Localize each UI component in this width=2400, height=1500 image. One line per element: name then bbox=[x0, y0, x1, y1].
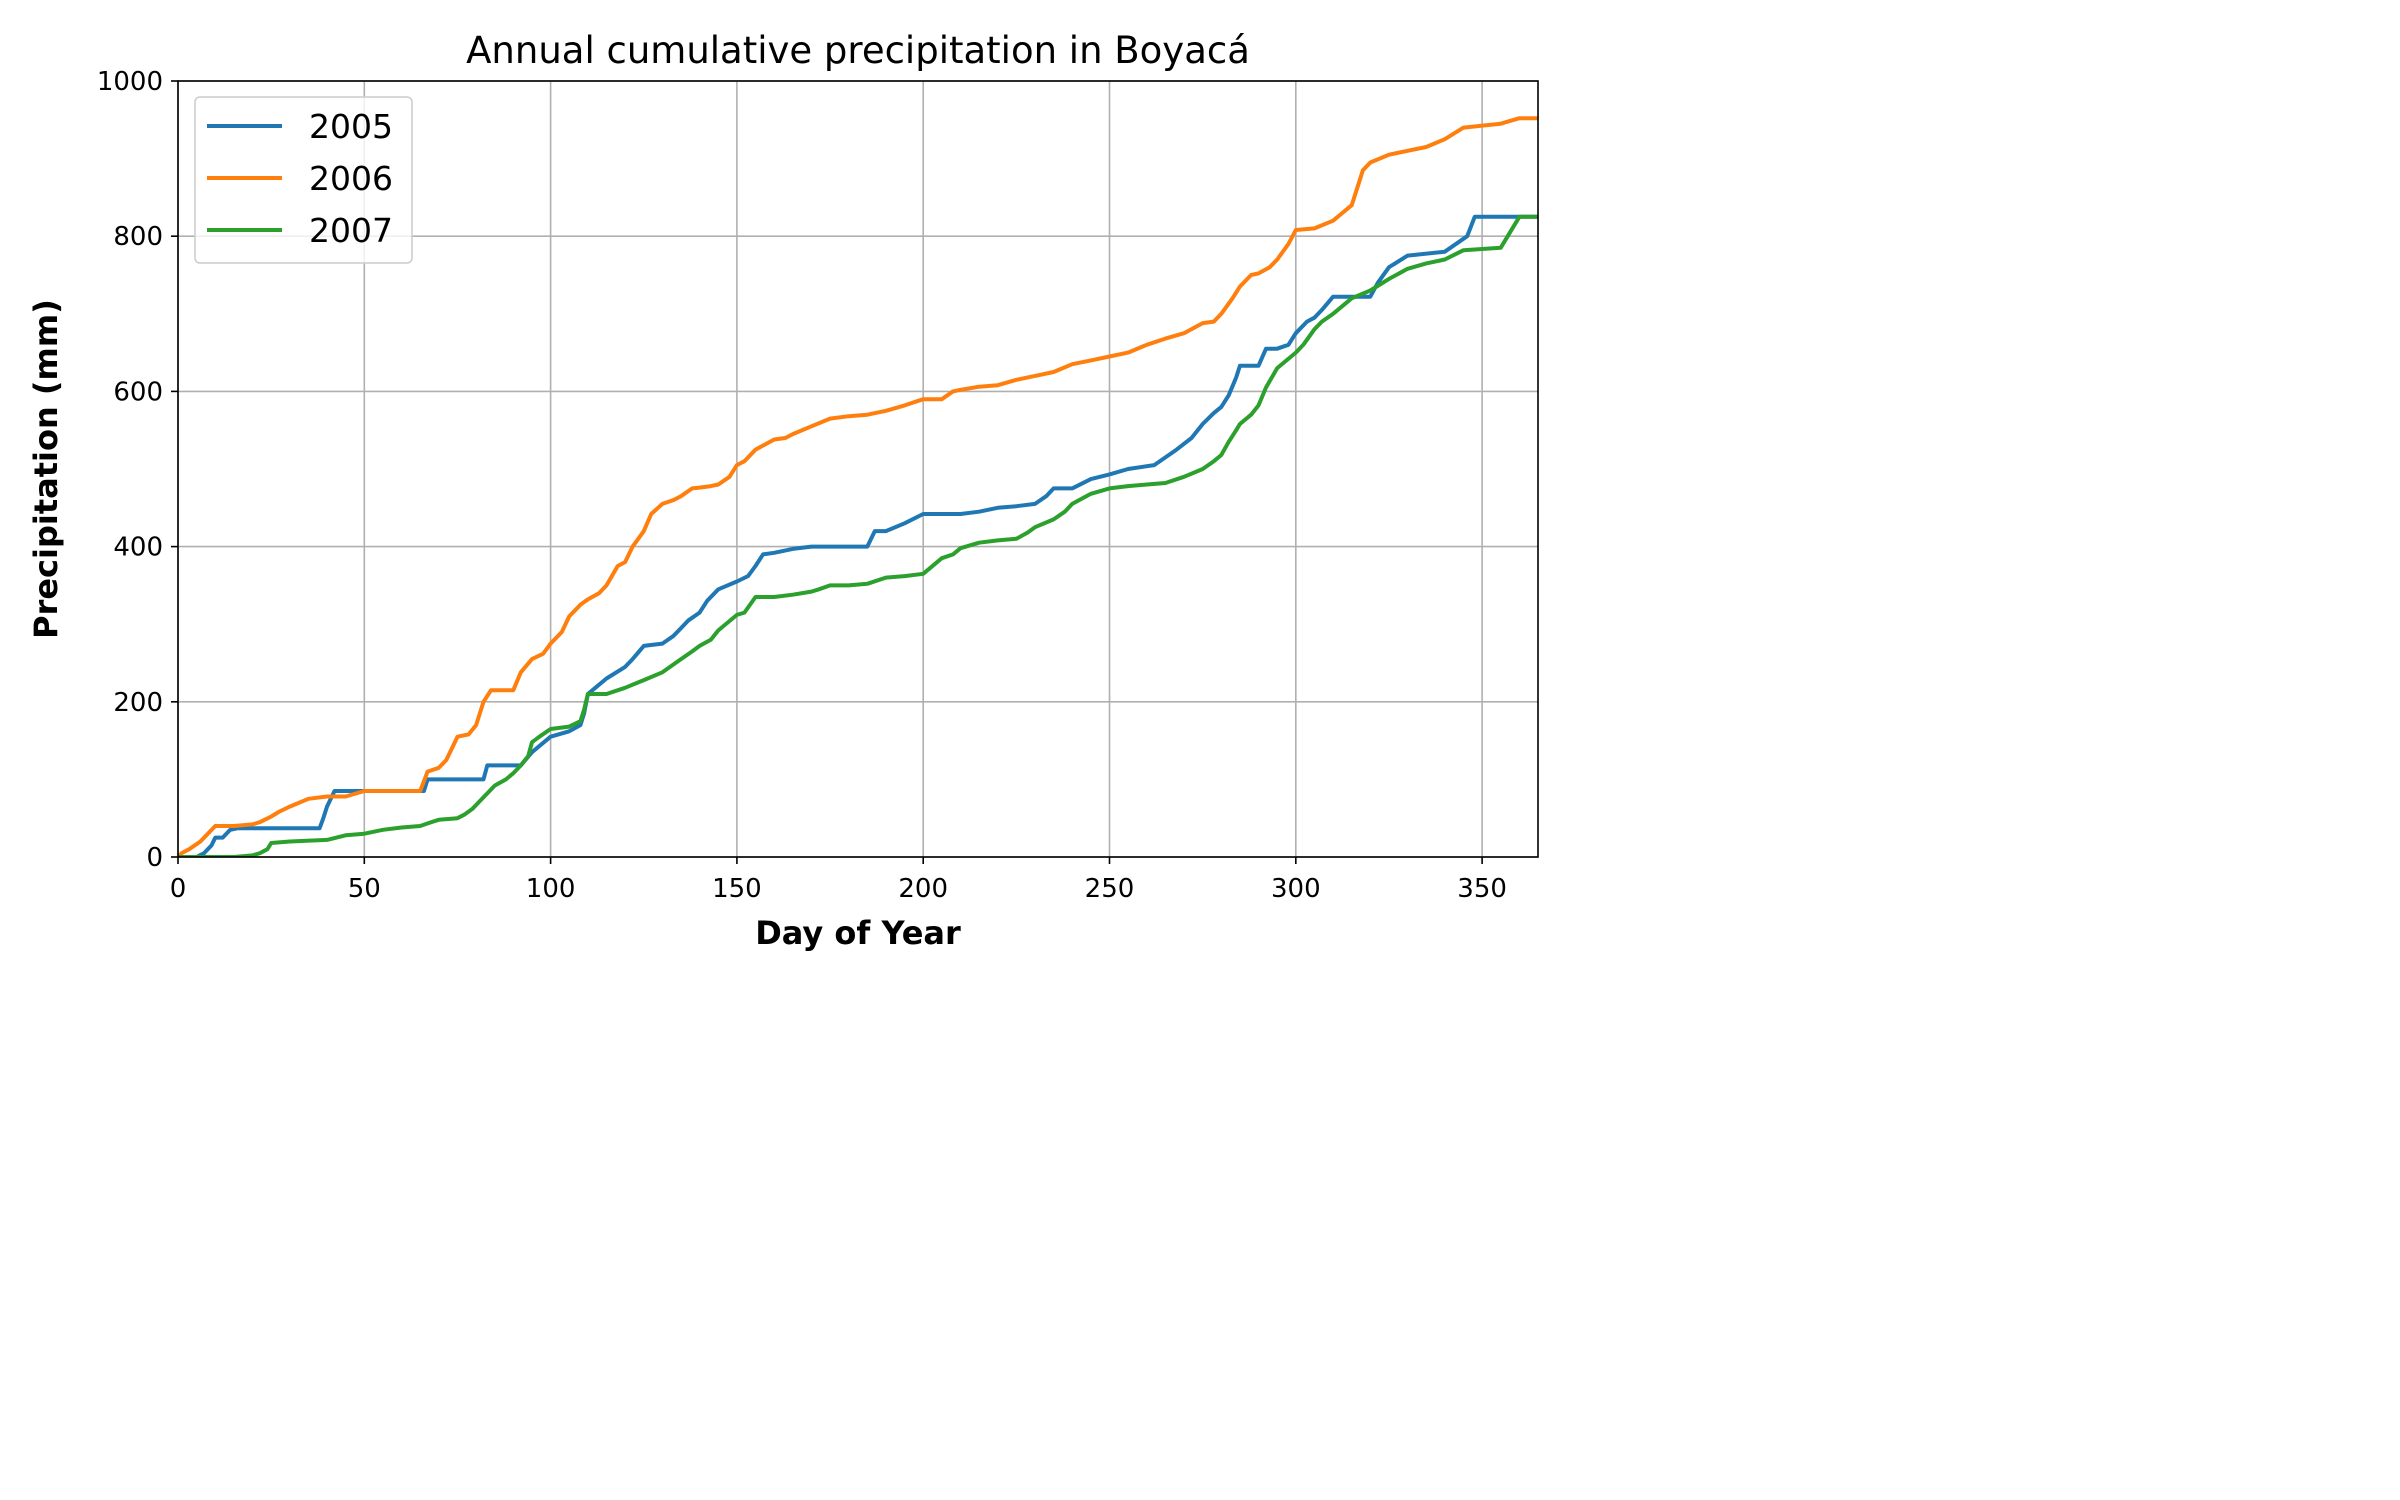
series-line-2007 bbox=[178, 214, 1538, 857]
legend: 2005 2006 2007 bbox=[194, 96, 413, 264]
x-tick-label: 0 bbox=[170, 874, 187, 904]
plot-frame bbox=[177, 80, 1539, 858]
x-tick-label: 100 bbox=[526, 874, 576, 904]
y-tick-label: 600 bbox=[113, 377, 163, 407]
y-tick-label: 1000 bbox=[97, 67, 163, 97]
axis-ticks: 0 50 100 150 200 250 300 350 0 200 400 600 800 1000 bbox=[97, 67, 1507, 904]
legend-box bbox=[194, 96, 413, 264]
precipitation-chart: 0 50 100 150 200 250 300 350 0 200 400 600 800 1000 A… bbox=[0, 0, 1568, 980]
y-tick-label: 400 bbox=[113, 533, 163, 563]
x-tick-label: 250 bbox=[1085, 874, 1135, 904]
legend-label-2006: 2006 bbox=[309, 159, 393, 198]
y-tick-label: 0 bbox=[146, 843, 163, 873]
x-tick-label: 300 bbox=[1271, 874, 1321, 904]
legend-label-2005: 2005 bbox=[309, 107, 393, 146]
series-layer bbox=[178, 116, 1538, 857]
x-tick-label: 50 bbox=[348, 874, 381, 904]
series-line-2006 bbox=[178, 116, 1538, 857]
x-tick-label: 200 bbox=[898, 874, 948, 904]
x-tick-label: 150 bbox=[712, 874, 762, 904]
legend-label-2007: 2007 bbox=[309, 211, 393, 250]
y-axis-title: Precipitation (mm) bbox=[27, 299, 65, 639]
chart-title: Annual cumulative precipitation in Boyac… bbox=[466, 29, 1250, 72]
x-axis-title: Day of Year bbox=[755, 914, 961, 952]
y-tick-label: 800 bbox=[113, 222, 163, 252]
x-tick-label: 350 bbox=[1457, 874, 1507, 904]
y-tick-label: 200 bbox=[113, 688, 163, 718]
